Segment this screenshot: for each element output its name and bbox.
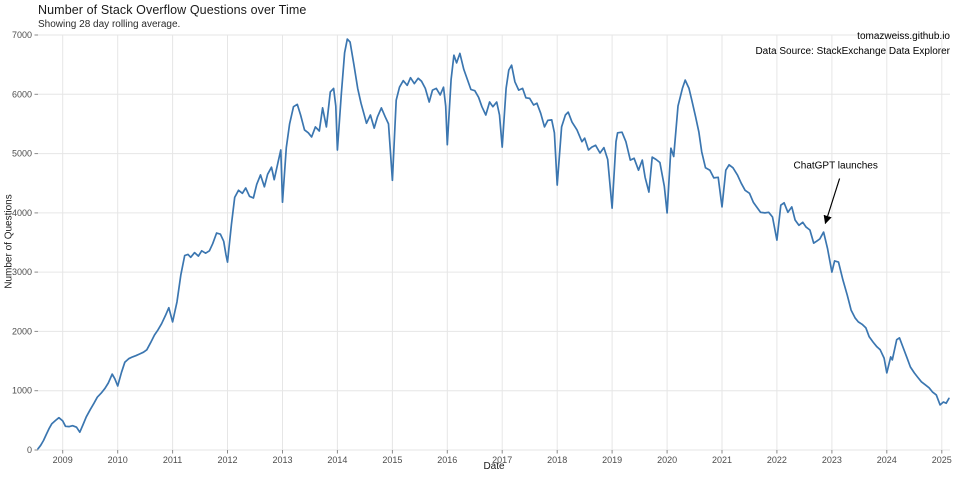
y-tick-label: 3000 xyxy=(12,267,32,277)
y-tick-label: 0 xyxy=(27,445,32,455)
x-tick-label: 2015 xyxy=(382,455,402,465)
y-tick-label: 2000 xyxy=(12,326,32,336)
data-source-credit: Data Source: StackExchange Data Explorer xyxy=(755,46,950,57)
y-tick-label: 5000 xyxy=(12,149,32,159)
x-tick-label: 2022 xyxy=(767,455,787,465)
x-tick-label: 2020 xyxy=(657,455,677,465)
y-tick-label: 1000 xyxy=(12,386,32,396)
x-tick-label: 2013 xyxy=(272,455,292,465)
chatgpt-annotation-label: ChatGPT launches xyxy=(794,160,878,171)
y-axis-title: Number of Questions xyxy=(3,194,15,289)
x-tick-label: 2014 xyxy=(327,455,347,465)
x-tick-label: 2010 xyxy=(108,455,128,465)
x-tick-label: 2009 xyxy=(53,455,73,465)
x-tick-label: 2016 xyxy=(437,455,457,465)
chart-subtitle: Showing 28 day rolling average. xyxy=(38,19,181,30)
x-tick-label: 2019 xyxy=(602,455,622,465)
site-credit: tomazweiss.github.io xyxy=(857,31,950,42)
x-tick-label: 2018 xyxy=(547,455,567,465)
line-series xyxy=(37,38,950,450)
chatgpt-annotation-arrow xyxy=(823,178,841,225)
x-tick-label: 2023 xyxy=(822,455,842,465)
y-tick-label: 4000 xyxy=(12,208,32,218)
y-tick-label: 6000 xyxy=(12,89,32,99)
x-tick-label: 2012 xyxy=(217,455,237,465)
x-tick-label: 2011 xyxy=(163,455,182,465)
x-tick-label: 2021 xyxy=(712,455,732,465)
x-tick-label: 2025 xyxy=(932,455,952,465)
y-tick-label: 7000 xyxy=(12,30,32,40)
x-tick-label: 2024 xyxy=(877,455,897,465)
chart-title: Number of Stack Overflow Questions over … xyxy=(38,3,307,17)
x-axis-title: Date xyxy=(483,461,505,472)
x-tick-label: 2017 xyxy=(492,455,512,465)
